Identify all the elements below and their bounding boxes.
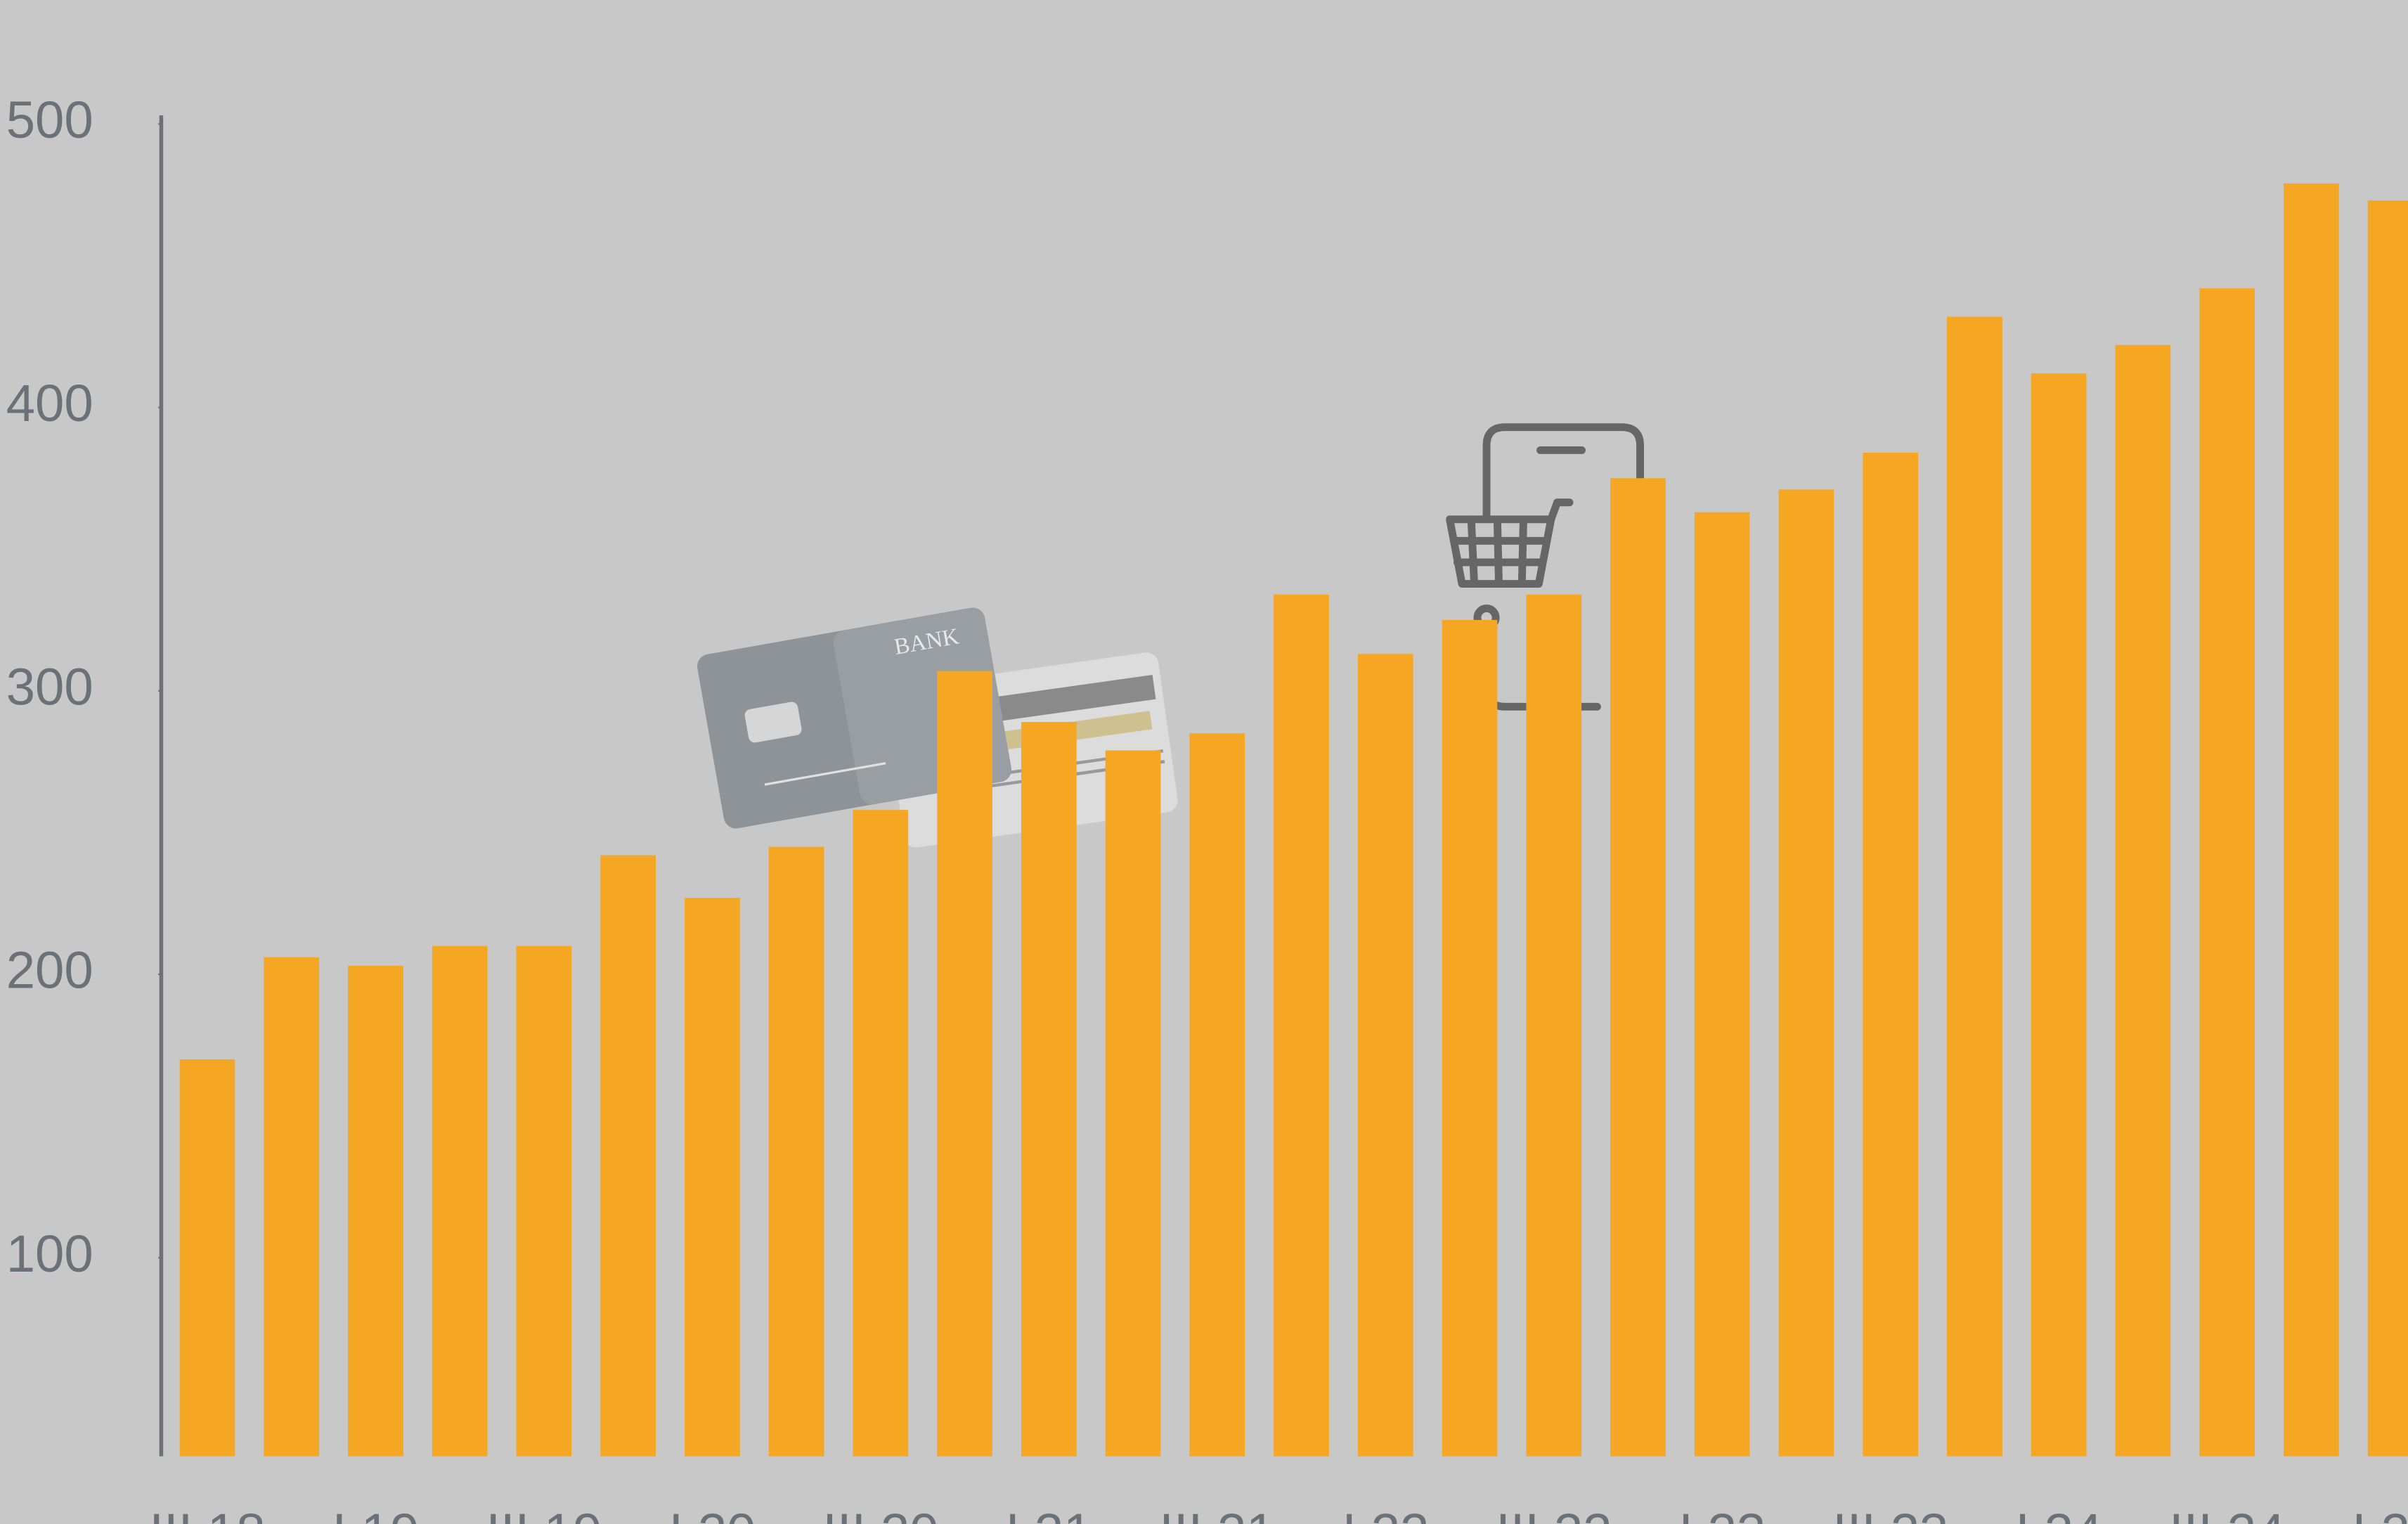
x-tick-label: I 24 — [2015, 1503, 2102, 1524]
bar — [1442, 619, 1498, 1457]
bar — [1947, 316, 2002, 1457]
x-tick-label: III 18 — [149, 1503, 265, 1524]
bar — [1021, 722, 1077, 1457]
x-tick-label: I 20 — [668, 1503, 756, 1524]
y-tick-label: 400 — [6, 374, 93, 432]
bar — [179, 1059, 235, 1457]
x-tick-label: I 25 — [2352, 1503, 2408, 1524]
bar — [685, 898, 740, 1457]
x-tick-label: III 19 — [486, 1503, 602, 1524]
bar — [1863, 453, 1919, 1457]
bar — [264, 957, 320, 1457]
bar — [2284, 183, 2339, 1457]
x-tick-label: III 22 — [1496, 1503, 1612, 1524]
bar — [1105, 750, 1161, 1457]
bar — [2115, 344, 2171, 1457]
bar — [2367, 200, 2408, 1457]
bar — [600, 855, 656, 1457]
bar — [2031, 373, 2087, 1457]
bar — [853, 810, 909, 1457]
x-tick-label: III 23 — [1832, 1503, 1948, 1524]
bar — [1189, 733, 1245, 1457]
y-tick-label: 500 — [6, 91, 93, 149]
bar — [1694, 512, 1750, 1457]
bar — [348, 965, 403, 1457]
bar — [432, 945, 488, 1457]
bar — [1778, 489, 1834, 1457]
bar — [516, 945, 572, 1457]
x-tick-label: III 24 — [2169, 1503, 2285, 1524]
bar — [937, 671, 992, 1457]
bar — [768, 846, 824, 1457]
bar — [1274, 594, 1329, 1457]
y-tick-label: 100 — [6, 1225, 93, 1283]
x-tick-label: I 21 — [1005, 1503, 1092, 1524]
bar — [1357, 654, 1413, 1457]
bar — [2199, 288, 2255, 1457]
y-tick-label: 200 — [6, 941, 93, 1000]
x-tick-label: I 19 — [332, 1503, 420, 1524]
bar — [1610, 478, 1666, 1457]
x-tick-label: I 22 — [1342, 1503, 1429, 1524]
bar — [1526, 594, 1582, 1457]
y-tick-label: 300 — [6, 657, 93, 716]
x-tick-label: III 20 — [822, 1503, 938, 1524]
x-tick-label: III 21 — [1159, 1503, 1275, 1524]
plot — [179, 183, 2408, 1457]
x-tick-label: I 23 — [1678, 1503, 1766, 1524]
